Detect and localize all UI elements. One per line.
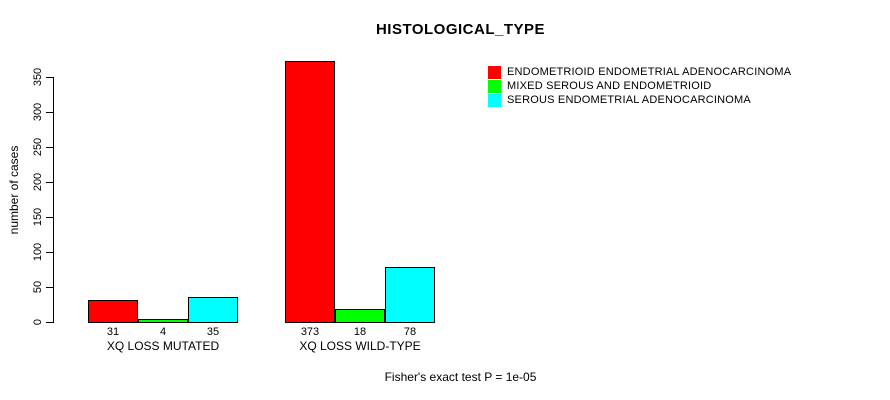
y-tick-label: 350 xyxy=(32,67,44,87)
chart-title: HISTOLOGICAL_TYPE xyxy=(375,21,546,38)
bar-value-label: 78 xyxy=(403,326,417,338)
y-tick-mark xyxy=(46,112,54,113)
bar xyxy=(335,309,385,323)
legend-item: ENDOMETRIOID ENDOMETRIAL ADENOCARCINOMA xyxy=(488,65,791,79)
bar-value-label: 373 xyxy=(300,326,320,338)
legend-swatch-cyan-icon xyxy=(488,93,501,107)
y-tick-label: 250 xyxy=(32,137,44,157)
legend-swatch-red-icon xyxy=(488,65,501,79)
legend-item: MIXED SEROUS AND ENDOMETRIOID xyxy=(488,79,791,93)
bar-value-label: 18 xyxy=(353,326,367,338)
bar-value-label: 31 xyxy=(106,326,120,338)
y-tick-label: 50 xyxy=(32,280,44,294)
legend-label: SEROUS ENDOMETRIAL ADENOCARCINOMA xyxy=(507,94,751,106)
x-category-label: XQ LOSS WILD-TYPE xyxy=(299,339,421,353)
y-tick-mark xyxy=(46,182,54,183)
y-tick-mark xyxy=(46,77,54,78)
y-axis-label: number of cases xyxy=(7,145,21,235)
legend-swatch-green-icon xyxy=(488,79,501,93)
y-tick-mark xyxy=(46,217,54,218)
y-tick-label: 150 xyxy=(32,207,44,227)
legend-label: MIXED SEROUS AND ENDOMETRIOID xyxy=(507,80,712,92)
stats-caption: Fisher's exact test P = 1e-05 xyxy=(384,370,537,384)
y-tick-label: 0 xyxy=(32,318,44,326)
y-tick-label: 200 xyxy=(32,172,44,192)
y-tick-mark xyxy=(46,287,54,288)
bar xyxy=(385,267,435,323)
legend-label: ENDOMETRIOID ENDOMETRIAL ADENOCARCINOMA xyxy=(507,66,792,78)
bar xyxy=(188,297,238,323)
y-tick-label: 300 xyxy=(32,102,44,122)
legend: ENDOMETRIOID ENDOMETRIAL ADENOCARCINOMA … xyxy=(488,65,791,107)
y-tick-mark xyxy=(46,252,54,253)
y-axis-line xyxy=(53,77,54,323)
bar xyxy=(138,319,188,323)
legend-item: SEROUS ENDOMETRIAL ADENOCARCINOMA xyxy=(488,93,791,107)
bar xyxy=(285,61,335,323)
bar xyxy=(88,300,138,323)
bar-value-label: 4 xyxy=(159,326,167,338)
x-category-label: XQ LOSS MUTATED xyxy=(106,339,220,353)
y-tick-label: 100 xyxy=(32,242,44,262)
bar-value-label: 35 xyxy=(206,326,220,338)
y-tick-mark xyxy=(46,147,54,148)
y-tick-mark xyxy=(46,322,54,323)
